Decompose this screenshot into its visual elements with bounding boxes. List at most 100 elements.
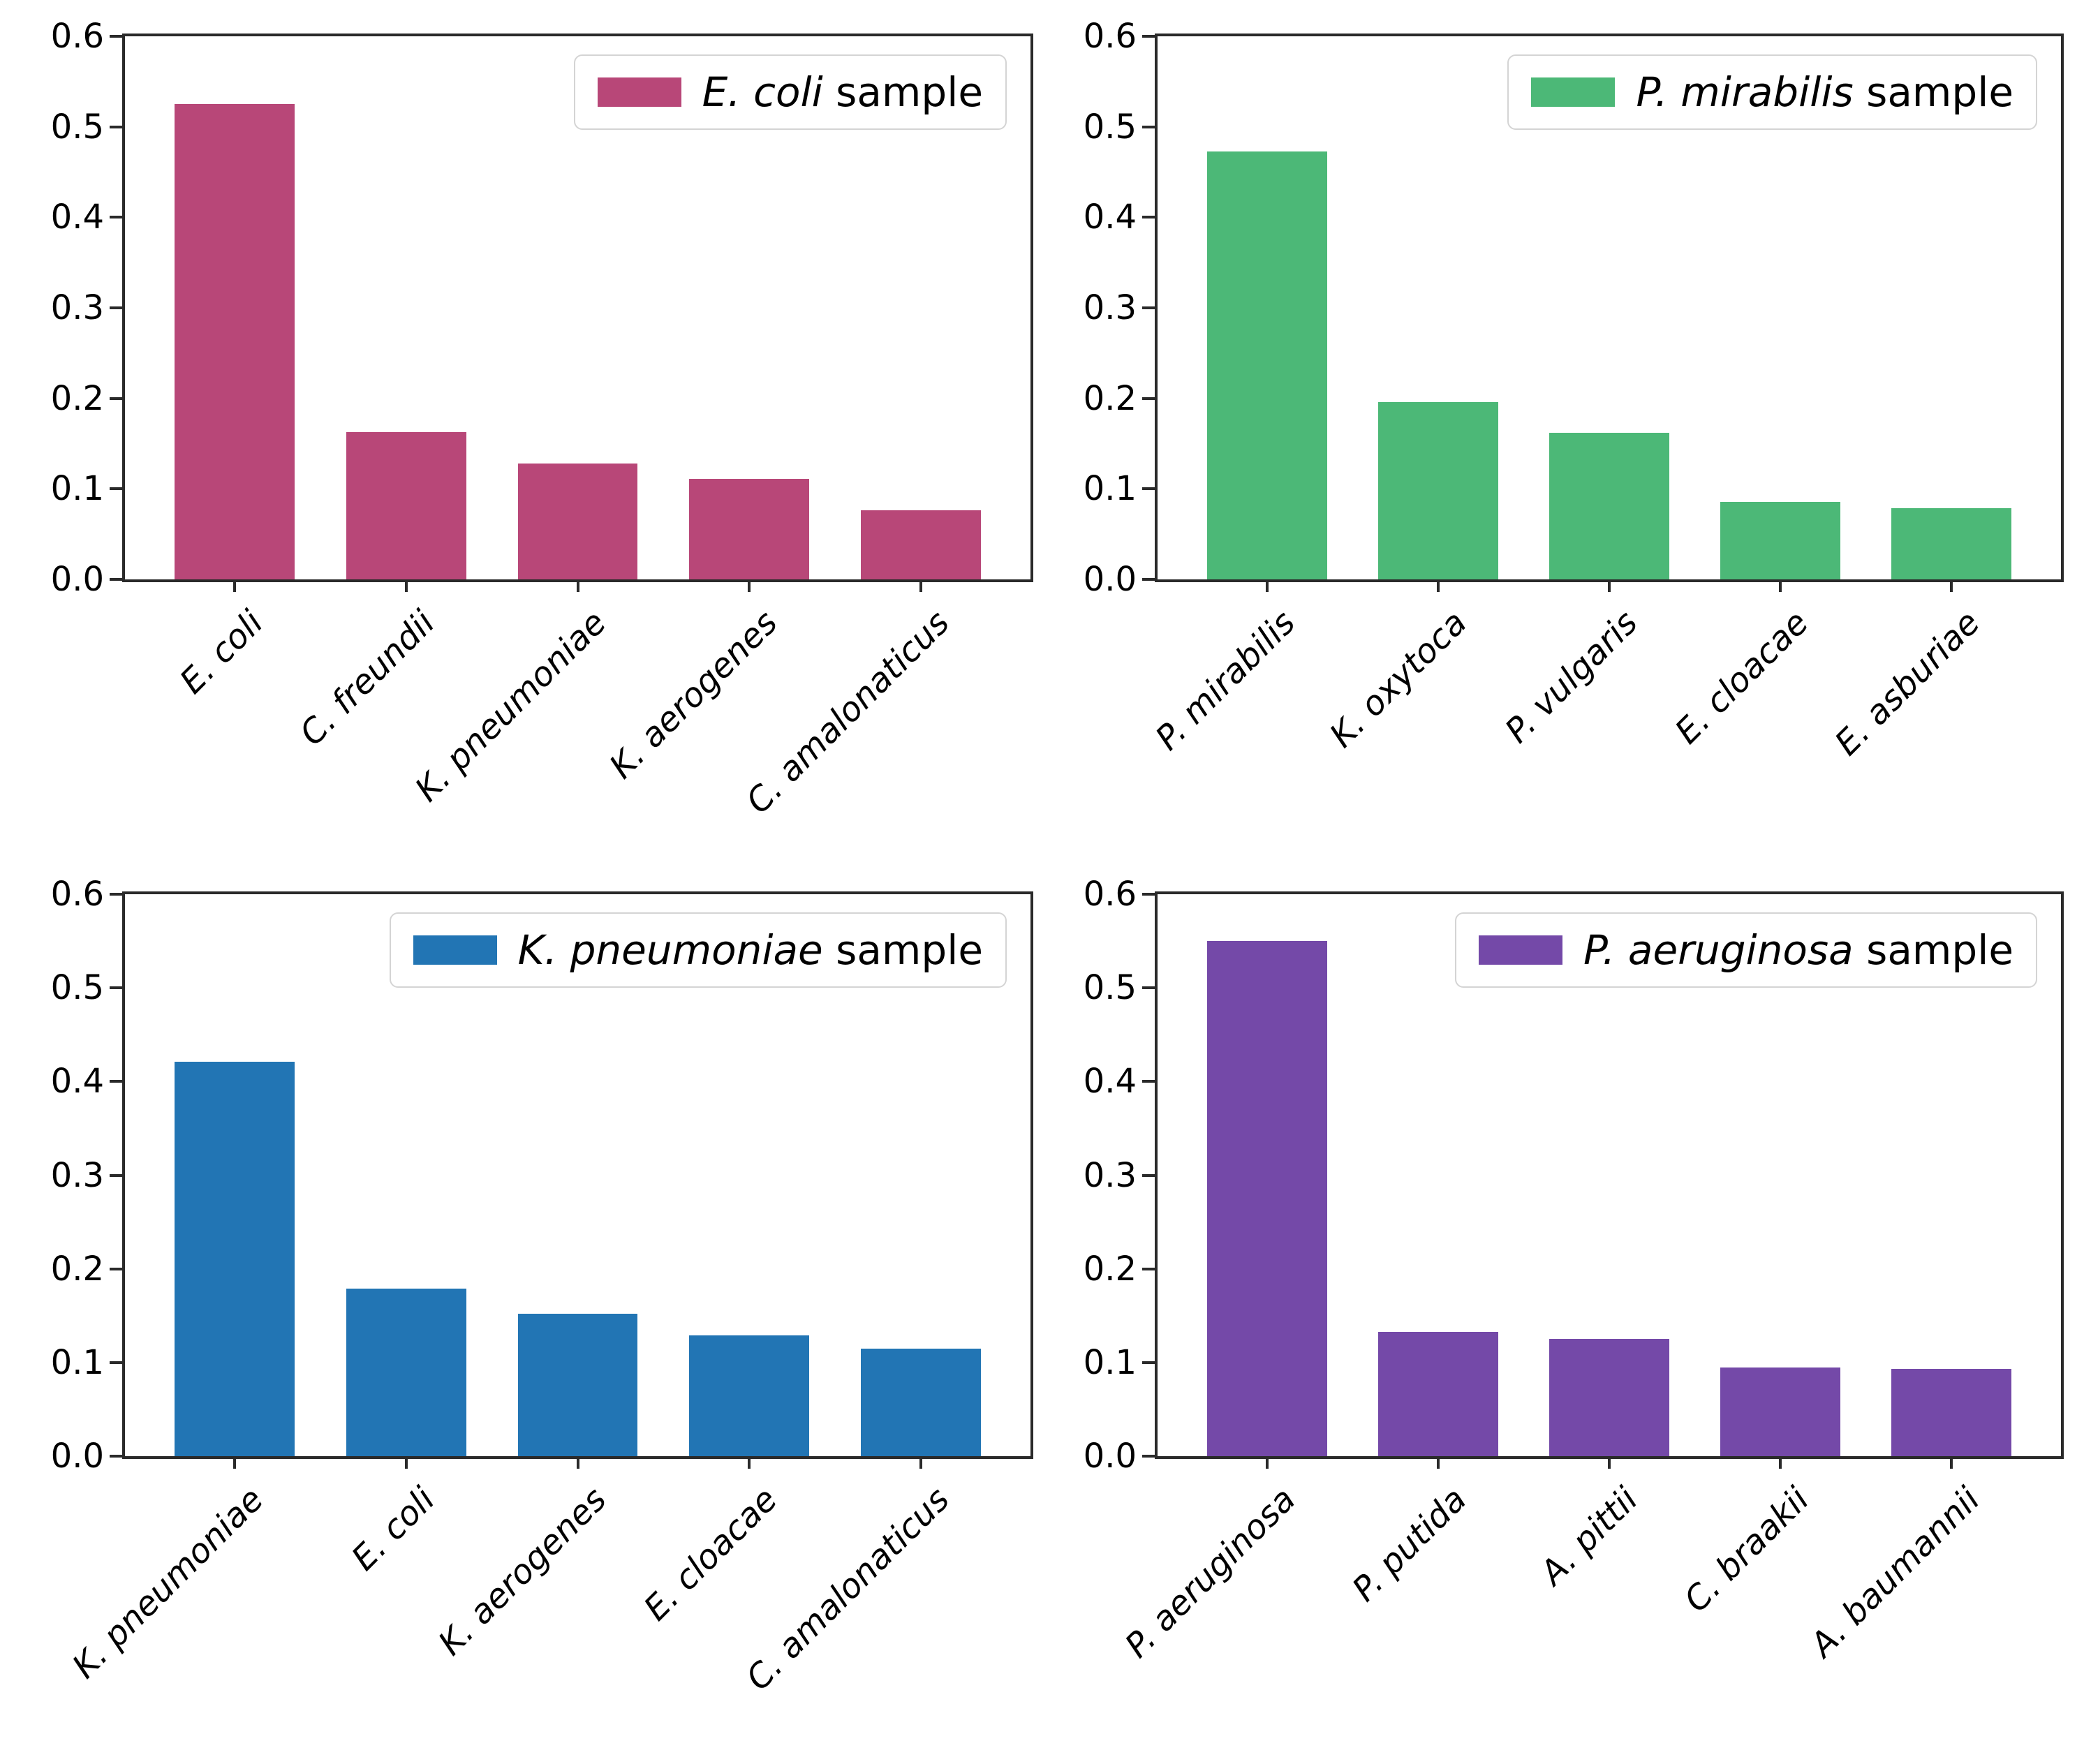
y-tick-mark [1142, 1455, 1155, 1458]
bar [175, 1062, 295, 1456]
legend-suffix: sample [822, 68, 983, 116]
bar [346, 1288, 466, 1456]
x-tick-mark [1265, 579, 1269, 592]
legend-species-name: E. coli [702, 68, 823, 116]
legend-label: P. mirabilis sample [1636, 68, 2013, 116]
bar [1720, 1367, 1840, 1456]
bar [1207, 941, 1327, 1456]
y-tick-mark [110, 1173, 122, 1177]
bar [346, 431, 466, 579]
y-tick-mark [1142, 487, 1155, 491]
x-tick-mark [919, 1456, 922, 1469]
y-tick-label: 0.3 [50, 288, 104, 327]
subplot-p-aeruginosa-sample: 0.0 0.1 0.2 0.3 0.4 0.5 0.6 P. aeruginosa P. put… [1084, 875, 2064, 1666]
y-tick-label: 0.1 [1083, 469, 1137, 509]
x-tick-label: E. coli [172, 603, 271, 702]
y-tick-label: 0.1 [1083, 1342, 1137, 1382]
x-tick-label: P. vulgaris [1498, 603, 1646, 751]
y-tick-mark [110, 216, 122, 219]
legend-swatch [413, 935, 497, 965]
x-tick-label: P. mirabilis [1148, 603, 1303, 758]
bar [1720, 501, 1840, 579]
x-tick-mark [1608, 1456, 1611, 1469]
x-tick-mark [404, 579, 408, 592]
y-tick-label: 0.3 [50, 1155, 104, 1195]
y-tick-label: 0.0 [1083, 1437, 1137, 1476]
legend-species-name: P. aeruginosa [1583, 926, 1854, 974]
x-tick-mark [1950, 1456, 1953, 1469]
bar [1207, 151, 1327, 579]
legend-species-name: P. mirabilis [1636, 68, 1854, 116]
legend-label: K. pneumoniae sample [518, 926, 983, 974]
x-tick-mark [576, 579, 579, 592]
x-tick-label: P. aeruginosa [1117, 1480, 1303, 1666]
legend: P. mirabilis sample [1507, 54, 2037, 130]
y-tick-label: 0.2 [50, 378, 104, 418]
legend-swatch [597, 77, 681, 107]
bar [1549, 1339, 1669, 1456]
y-tick-label: 0.6 [50, 875, 104, 914]
y-tick-mark [110, 578, 122, 581]
x-tick-label: K. aerogenes [602, 603, 785, 787]
y-tick-label: 0.1 [50, 469, 104, 509]
y-tick-mark [110, 396, 122, 400]
x-tick-label: A. baumannii [1803, 1480, 1988, 1665]
x-tick-label: K. aerogenes [430, 1480, 614, 1663]
bar [1549, 432, 1669, 579]
y-tick-label: 0.0 [50, 1437, 104, 1476]
x-tick-mark [404, 1456, 408, 1469]
x-tick-mark [1950, 579, 1953, 592]
y-tick-mark [1142, 1267, 1155, 1270]
bar [1891, 1369, 2011, 1456]
legend-label: E. coli sample [702, 68, 983, 116]
bar [1891, 507, 2011, 579]
x-tick-label: E. asburiae [1827, 603, 1988, 764]
y-tick-mark [110, 1267, 122, 1270]
y-tick-mark [1142, 578, 1155, 581]
y-tick-mark [110, 1455, 122, 1458]
y-tick-label: 0.5 [50, 968, 104, 1008]
y-tick-mark [1142, 1361, 1155, 1364]
y-tick-mark [1142, 893, 1155, 896]
y-tick-mark [110, 893, 122, 896]
y-tick-label: 0.4 [1083, 1062, 1137, 1102]
x-tick-mark [748, 1456, 751, 1469]
y-tick-label: 0.6 [50, 17, 104, 56]
y-tick-label: 0.4 [50, 1062, 104, 1102]
x-tick-mark [233, 579, 237, 592]
x-tick-label: E. cloacae [1668, 603, 1817, 752]
y-tick-mark [110, 487, 122, 491]
y-tick-mark [110, 35, 122, 38]
legend: K. pneumoniae sample [389, 912, 1007, 988]
legend: P. aeruginosa sample [1455, 912, 2037, 988]
y-tick-mark [110, 125, 122, 128]
x-tick-mark [233, 1456, 237, 1469]
legend: E. coli sample [573, 54, 1007, 130]
y-tick-mark [110, 1361, 122, 1364]
bar [175, 104, 295, 579]
y-tick-label: 0.2 [1083, 1249, 1137, 1289]
x-tick-mark [1779, 579, 1782, 592]
subplot-p-mirabilis-sample: 0.0 0.1 0.2 0.3 0.4 0.5 0.6 P. mirabilis K. oxyt… [1084, 17, 2064, 763]
x-tick-mark [1265, 1456, 1269, 1469]
y-tick-mark [1142, 1173, 1155, 1177]
legend-suffix: sample [822, 926, 983, 974]
x-tick-mark [576, 1456, 579, 1469]
x-tick-mark [1608, 579, 1611, 592]
x-tick-label: E. coli [343, 1480, 443, 1578]
y-tick-label: 0.2 [50, 1249, 104, 1289]
x-tick-label: E. cloacae [637, 1480, 785, 1629]
x-tick-label: K. pneumoniae [64, 1480, 271, 1687]
x-tick-label: C. freundii [292, 603, 443, 754]
y-tick-mark [1142, 125, 1155, 128]
y-tick-label: 0.3 [1083, 1155, 1137, 1195]
legend-suffix: sample [1853, 68, 2013, 116]
bar [517, 1314, 638, 1456]
y-tick-label: 0.5 [50, 107, 104, 147]
x-tick-label: K. oxytoca [1322, 603, 1475, 755]
y-tick-label: 0.4 [50, 198, 104, 237]
x-tick-mark [1779, 1456, 1782, 1469]
y-tick-mark [110, 306, 122, 309]
y-tick-mark [110, 1080, 122, 1083]
